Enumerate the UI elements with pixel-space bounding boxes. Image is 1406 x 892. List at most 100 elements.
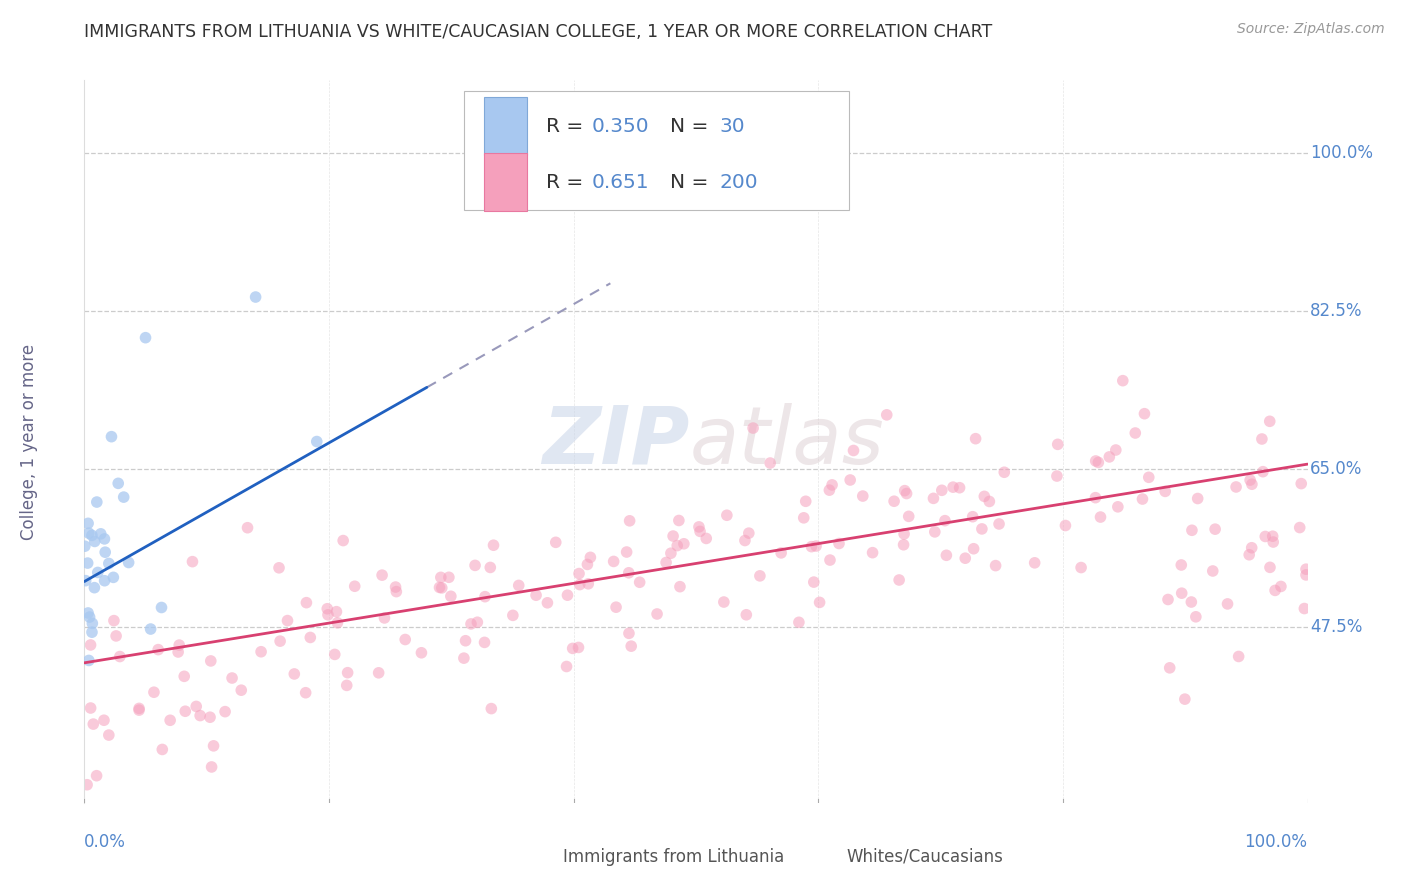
Point [83,581,105,595]
Point [385,584,408,599]
Point [893,527,915,541]
Point [688,520,710,534]
Point [655,556,678,570]
Point [576,558,599,572]
Point [343,579,366,593]
Point [984,558,1007,573]
Point [896,486,918,500]
Point [962,509,984,524]
Point [181,555,204,569]
Point [662,529,685,543]
Point [269,634,291,648]
Point [325,605,347,619]
Text: 0.0%: 0.0% [84,833,127,851]
Point [97,728,120,742]
Point [818,553,841,567]
Point [411,646,433,660]
Point [454,633,477,648]
Point [1174,692,1197,706]
Point [1295,568,1317,582]
Point [299,631,322,645]
Point [236,521,259,535]
Point [326,615,349,630]
Point [605,600,627,615]
Point [142,685,165,699]
Point [460,616,482,631]
Point [1239,473,1261,487]
Point [128,703,150,717]
Point [76,556,98,570]
Point [628,575,651,590]
Point [429,581,451,595]
Point [1251,432,1274,446]
Point [467,615,489,630]
Point [77,606,100,620]
Point [988,516,1011,531]
Point [962,541,984,556]
Point [803,575,825,590]
Point [77,516,100,531]
Point [794,494,817,508]
Point [502,608,524,623]
Point [1024,556,1046,570]
Point [793,511,815,525]
Point [839,473,862,487]
Point [1187,491,1209,506]
Point [893,483,915,498]
Point [659,546,682,560]
Point [1112,374,1135,388]
Point [1240,477,1263,491]
Point [90,526,112,541]
Point [167,645,190,659]
Point [617,626,640,640]
Point [973,489,995,503]
Point [173,669,195,683]
Point [139,622,162,636]
Point [922,491,945,506]
Point [616,545,638,559]
Point [1123,425,1146,440]
Point [955,551,977,566]
Point [79,701,101,715]
Point [808,595,831,609]
Point [669,580,692,594]
Point [1159,661,1181,675]
Point [742,421,765,435]
Point [77,526,100,541]
Point [294,686,316,700]
Point [367,665,389,680]
Point [200,760,222,774]
Point [100,430,122,444]
Point [97,557,120,571]
Text: Source: ZipAtlas.com: Source: ZipAtlas.com [1237,22,1385,37]
Point [876,408,898,422]
Point [94,545,117,559]
Point [159,713,181,727]
Text: 100.0%: 100.0% [1244,833,1308,851]
Point [716,508,738,523]
Point [544,535,567,549]
Point [75,574,97,588]
Point [1133,407,1156,421]
Point [1181,523,1204,537]
Point [1046,437,1069,451]
Point [935,549,957,563]
Point [430,581,453,595]
Point [804,539,827,553]
Point [536,596,558,610]
Text: N =: N = [671,117,716,136]
Text: 200: 200 [720,172,758,192]
Point [93,532,115,546]
Point [93,713,115,727]
Text: Whites/Caucasians: Whites/Caucasians [846,848,1004,866]
Point [568,577,591,591]
Point [245,290,267,304]
Point [440,589,463,603]
Text: 0.651: 0.651 [592,172,650,192]
Point [818,483,841,497]
Point [437,570,460,584]
Point [620,639,643,653]
Point [108,649,131,664]
Point [200,654,222,668]
Point [617,566,640,580]
